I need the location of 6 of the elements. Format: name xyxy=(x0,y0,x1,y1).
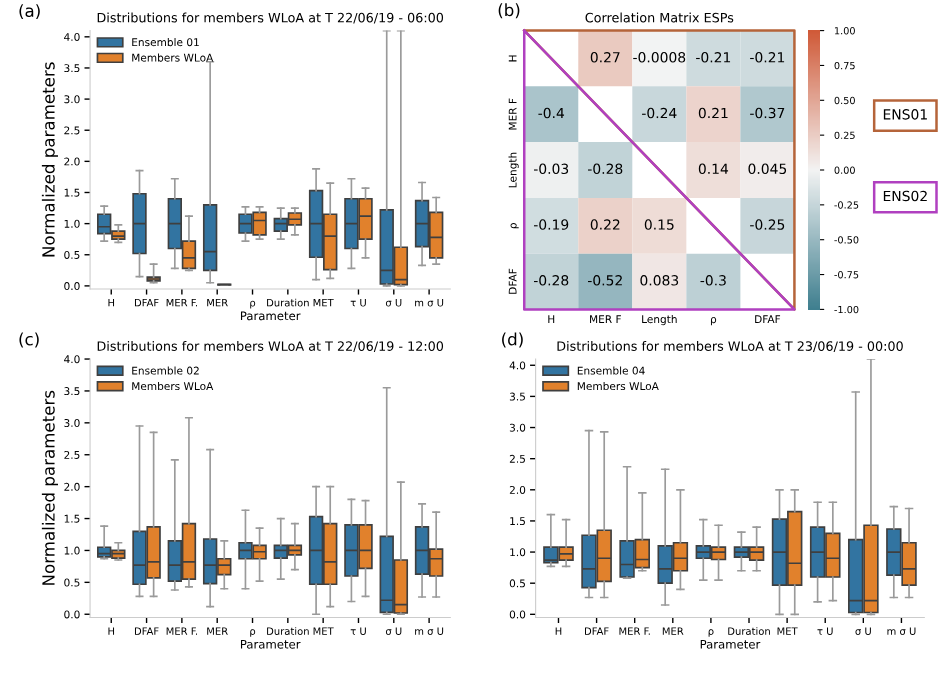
text: (c) xyxy=(19,332,39,348)
y-axis-title: Normalized parameters xyxy=(41,62,58,257)
text: (a) xyxy=(19,4,40,19)
y-axis-title: Normalized parameters xyxy=(41,390,58,585)
text: (b) xyxy=(498,3,520,19)
text: (d) xyxy=(502,332,523,348)
